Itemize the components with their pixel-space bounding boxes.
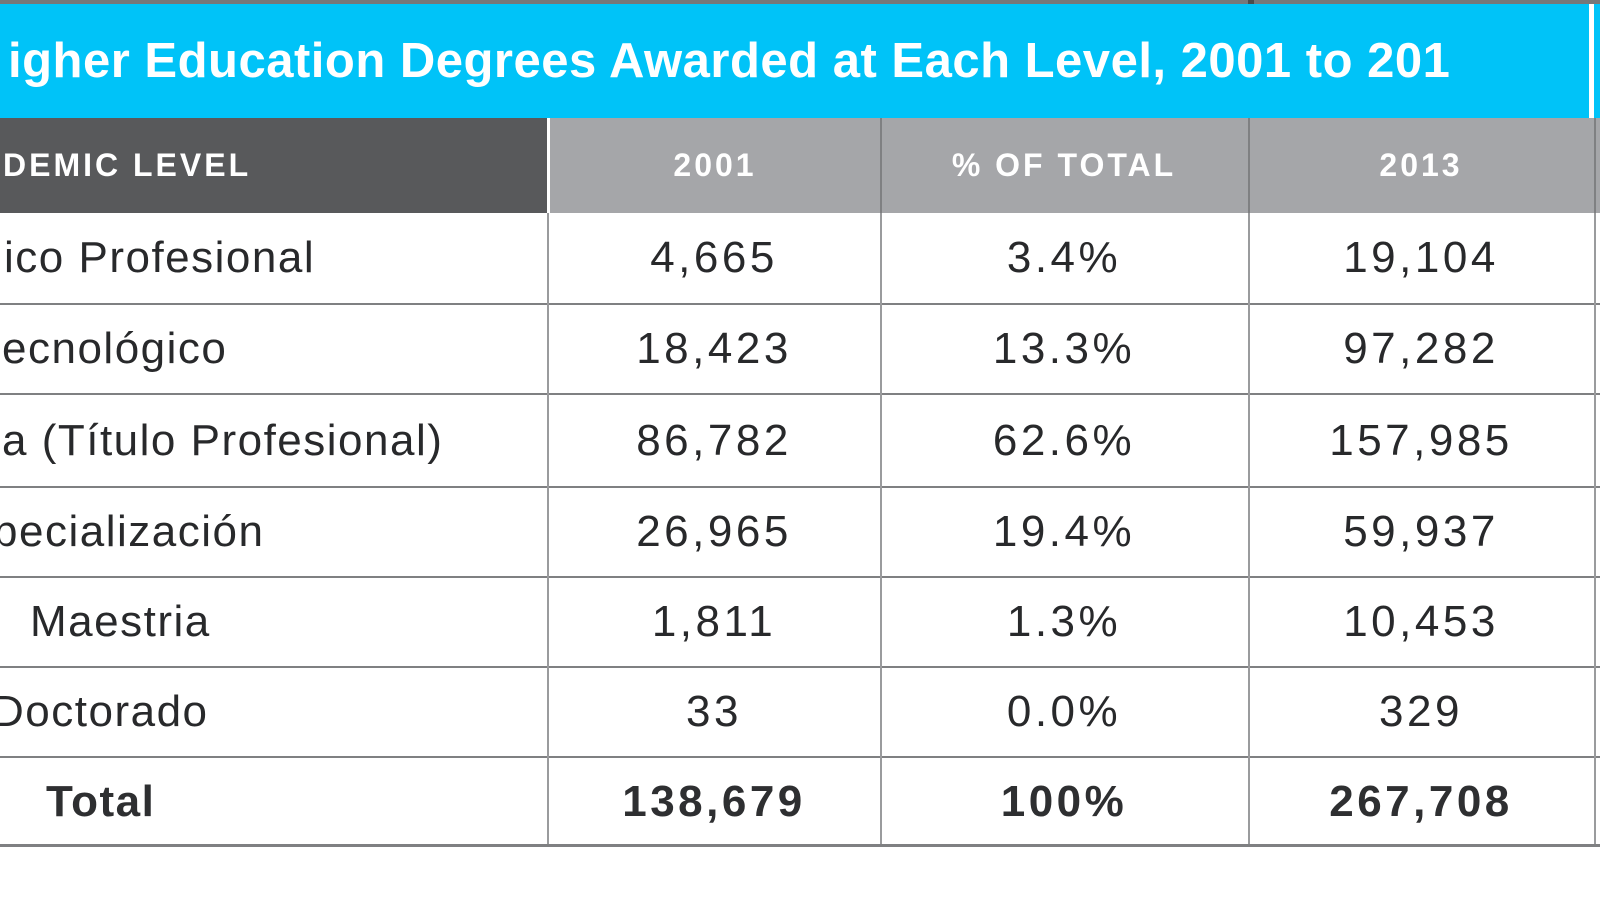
column-divider: [1594, 213, 1596, 846]
cell-2013: 19,104: [1343, 233, 1499, 282]
header-divider: [1594, 118, 1596, 213]
table-row: pecialización 26,965 19.4% 59,937: [0, 486, 1600, 576]
row-label: Maestria: [30, 597, 211, 646]
top-border-tick: [1248, 0, 1254, 4]
band-divider: [1589, 4, 1594, 118]
cell-pct: 62.6%: [992, 415, 1136, 465]
cell-2013: 157,985: [1329, 415, 1513, 465]
cell-2001: 33: [686, 687, 742, 736]
header-cells-bg: [550, 118, 1600, 213]
header-2001: 2001: [673, 147, 757, 183]
row-label: Doctorado: [0, 687, 209, 736]
cell-2013: 329: [1379, 687, 1463, 736]
header-academic-level: DEMIC LEVEL: [3, 147, 252, 183]
table-row: ecnológico 18,423 13.3% 97,282: [0, 303, 1600, 393]
top-border: [0, 0, 1600, 4]
cell-2001: 1,811: [651, 597, 777, 646]
cell-pct: 19.4%: [992, 507, 1136, 556]
cell-2001: 18,423: [636, 324, 792, 373]
page-title: igher Education Degrees Awarded at Each …: [8, 34, 1451, 88]
cell-2001: 4,665: [650, 233, 778, 282]
table-row: Maestria 1,811 1.3% 10,453: [0, 576, 1600, 666]
header-divider: [1248, 118, 1250, 213]
cell-2001: 86,782: [636, 415, 792, 465]
total-2001: 138,679: [622, 777, 806, 826]
header-cell-academic-level-bg: [0, 118, 547, 213]
table-total-row: Total 138,679 100% 267,708: [0, 756, 1600, 846]
table-header: DEMIC LEVEL 2001 % OF TOTAL 2013: [0, 118, 1600, 213]
cell-2013: 10,453: [1343, 597, 1499, 646]
total-pct: 100%: [1000, 777, 1128, 826]
row-label: pecialización: [0, 507, 265, 556]
header-divider: [880, 118, 882, 213]
cell-pct: 0.0%: [1006, 687, 1122, 736]
cell-2013: 59,937: [1343, 507, 1499, 556]
column-divider: [880, 213, 882, 846]
row-label: ecnológico: [2, 324, 228, 373]
total-2013: 267,708: [1329, 777, 1513, 826]
title-banner: igher Education Degrees Awarded at Each …: [0, 4, 1600, 118]
cell-pct: 3.4%: [1006, 233, 1122, 282]
cell-2001: 26,965: [636, 507, 792, 556]
cell-pct: 1.3%: [1006, 597, 1122, 646]
total-label: Total: [46, 777, 156, 826]
table-row: ico Profesional 4,665 3.4% 19,104: [0, 213, 1600, 303]
row-label: ico Profesional: [4, 233, 316, 282]
row-label: a (Título Profesional): [2, 415, 444, 465]
table-bottom-border: [0, 844, 1600, 847]
table-body: ico Profesional 4,665 3.4% 19,104 ecnoló…: [0, 213, 1600, 846]
table-row: Doctorado 33 0.0% 329: [0, 666, 1600, 756]
table-row: a (Título Profesional) 86,782 62.6% 157,…: [0, 393, 1600, 486]
cell-pct: 13.3%: [992, 324, 1136, 373]
column-divider: [547, 213, 549, 846]
cell-2013: 97,282: [1343, 324, 1499, 373]
column-divider: [1248, 213, 1250, 846]
header-pct-of-total: % OF TOTAL: [951, 147, 1177, 183]
header-2013: 2013: [1379, 147, 1463, 183]
